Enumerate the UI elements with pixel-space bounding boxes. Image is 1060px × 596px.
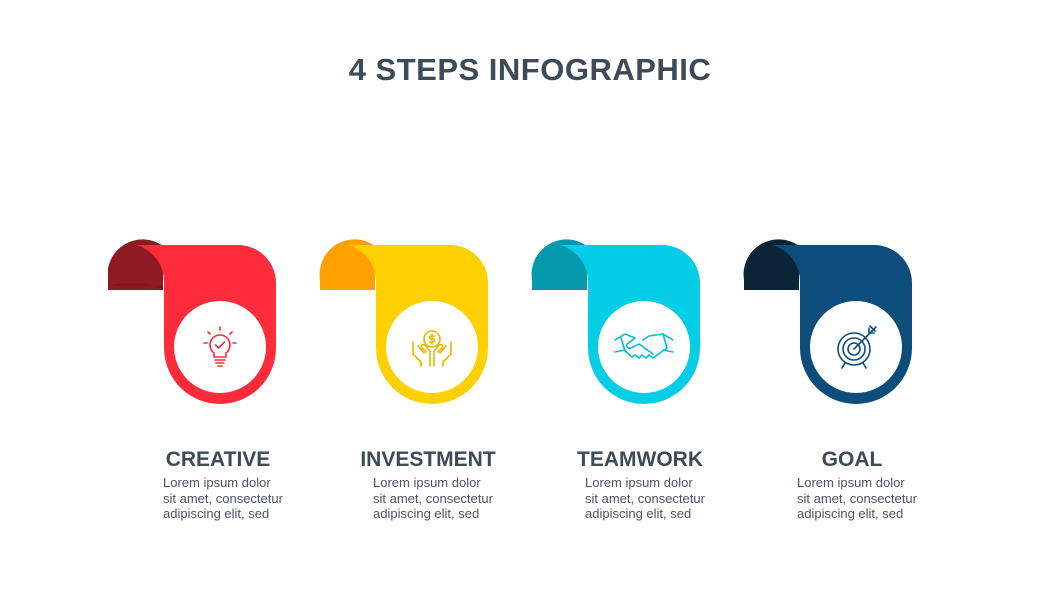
icon-circle bbox=[174, 301, 266, 393]
lightbulb-check-icon bbox=[203, 326, 237, 367]
desc-line: Lorem ipsum dolor bbox=[797, 475, 905, 490]
ribbon-fold bbox=[319, 239, 375, 290]
desc-line: Lorem ipsum dolor bbox=[163, 475, 271, 490]
step-teamwork: TEAMWORK Lorem ipsum dolor sit amet, con… bbox=[530, 238, 750, 528]
desc-line: Lorem ipsum dolor bbox=[585, 475, 693, 490]
step-goal: GOAL Lorem ipsum dolor sit amet, consect… bbox=[742, 238, 962, 528]
page-title: 4 STEPS INFOGRAPHIC bbox=[348, 52, 712, 87]
ribbon-fold bbox=[108, 239, 163, 290]
desc-line: sit amet, consectetur bbox=[373, 490, 493, 506]
step-title: CREATIVE bbox=[165, 448, 271, 471]
step-description: Lorem ipsum dolor sit amet, consectetur … bbox=[585, 475, 755, 522]
icon-circle bbox=[598, 301, 690, 393]
desc-line: sit amet, consectetur bbox=[163, 490, 283, 506]
hands-coin-icon bbox=[412, 330, 452, 367]
step-title: INVESTMENT bbox=[360, 448, 496, 471]
step-title: TEAMWORK bbox=[577, 448, 703, 471]
desc-line: adipiscing elit, sed bbox=[163, 506, 270, 521]
step-investment: INVESTMENT Lorem ipsum dolor sit amet, c… bbox=[318, 238, 538, 528]
ribbon-fold bbox=[743, 239, 799, 290]
desc-line: sit amet, consectetur bbox=[585, 490, 705, 506]
step-title: GOAL bbox=[821, 448, 883, 471]
ribbon-fold bbox=[531, 239, 587, 290]
desc-line: adipiscing elit, sed bbox=[373, 506, 480, 521]
desc-line: Lorem ipsum dolor bbox=[373, 475, 481, 490]
step-description: Lorem ipsum dolor sit amet, consectetur … bbox=[163, 475, 333, 522]
desc-line: sit amet, consectetur bbox=[797, 490, 917, 506]
step-description: Lorem ipsum dolor sit amet, consectetur … bbox=[373, 475, 543, 522]
desc-line: adipiscing elit, sed bbox=[797, 506, 904, 521]
handshake-icon bbox=[614, 333, 674, 359]
icon-circle bbox=[386, 301, 478, 393]
target-arrow-icon bbox=[837, 325, 877, 369]
icon-circle bbox=[810, 301, 902, 393]
step-description: Lorem ipsum dolor sit amet, consectetur … bbox=[797, 475, 967, 522]
desc-line: adipiscing elit, sed bbox=[585, 506, 692, 521]
step-creative: CREATIVE Lorem ipsum dolor sit amet, con… bbox=[108, 238, 328, 528]
